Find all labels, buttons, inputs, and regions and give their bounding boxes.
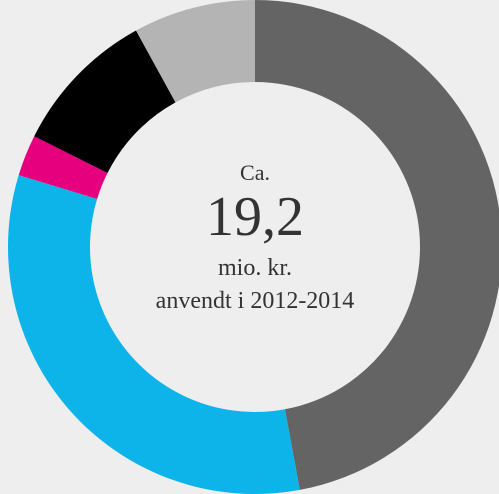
center-unit: mio. kr. [218, 255, 292, 281]
center-prefix: Ca. [240, 160, 270, 185]
donut-segment [136, 0, 255, 103]
donut-segment [8, 175, 300, 494]
center-value: 19,2 [206, 186, 304, 248]
donut-segment [18, 136, 108, 199]
donut-segment [34, 30, 176, 174]
donut-segment [255, 0, 499, 490]
center-caption: anvendt i 2012-2014 [156, 288, 355, 314]
